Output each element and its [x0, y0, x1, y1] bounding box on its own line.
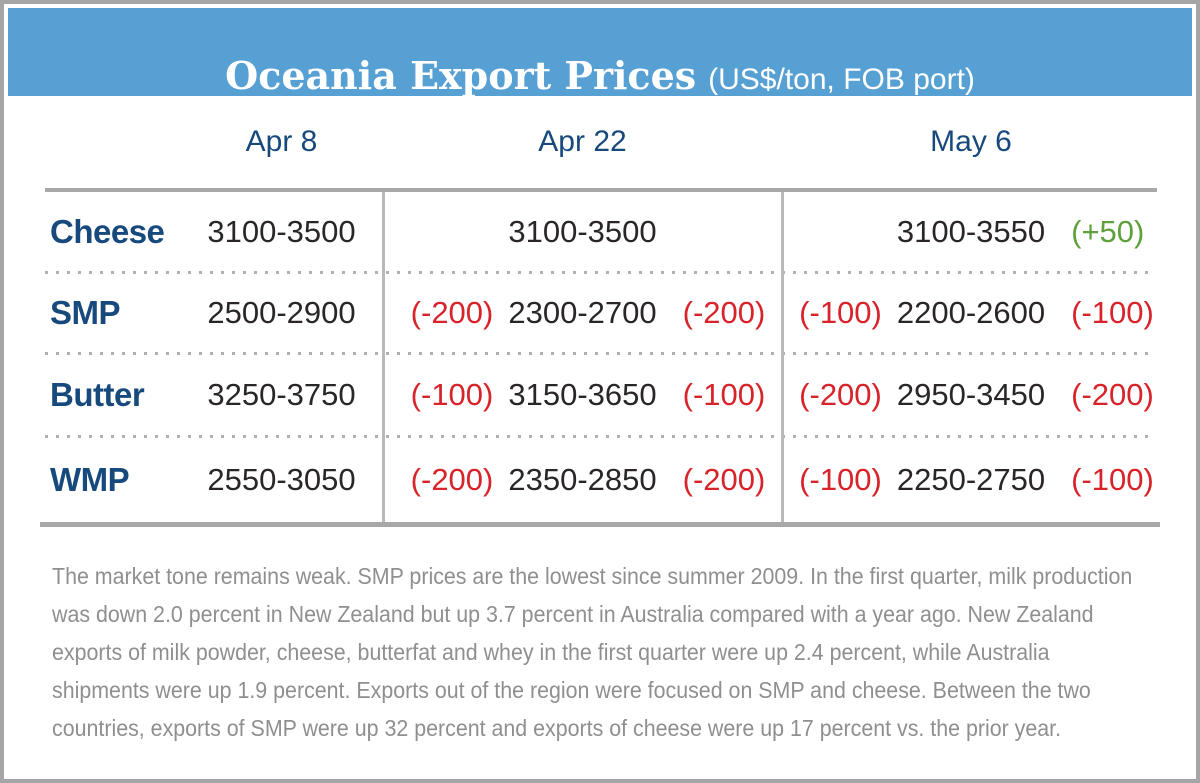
row-divider [45, 352, 1152, 355]
table-row: WMP 2550-3050 (-200) 2350-2850 (-200) (-… [40, 438, 1160, 522]
change-left: (-100) [410, 377, 494, 412]
change-right: (-100) [682, 377, 766, 412]
commentary-line: shipments were up 1.9 percent. Exports o… [52, 677, 1091, 703]
row-divider [45, 271, 1152, 274]
change-left: (-200) [410, 295, 494, 330]
table-row: Butter 3250-3750 (-100) 3150-3650 (-100)… [40, 355, 1160, 435]
change-right: (+50) [1071, 213, 1145, 249]
price-range: 2550-3050 [207, 462, 356, 497]
title-bar: Oceania Export Prices (US$/ton, FOB port… [8, 8, 1192, 98]
price-cell: (-200) 2950-3450 (-200) [782, 377, 1160, 413]
market-commentary: The market tone remains weak. SMP prices… [52, 557, 1192, 747]
row-label: SMP [50, 294, 121, 331]
price-range: 2200-2600 [896, 295, 1046, 330]
change-right: (-200) [1071, 377, 1154, 412]
table-header-row: Apr 8 Apr 22 May 6 [40, 96, 1160, 188]
row-divider [45, 435, 1152, 438]
commentary-line: The market tone remains weak. SMP prices… [52, 563, 1133, 589]
price-range: 3100-3500 [207, 213, 356, 249]
change-left: (-100) [799, 462, 882, 497]
price-range: 2350-2850 [508, 462, 657, 497]
commentary-line: exports of milk powder, cheese, butterfa… [52, 639, 1050, 665]
price-cell: 2500-2900 [180, 295, 383, 331]
price-cell: (-200) 2350-2850 (-200) [383, 462, 782, 498]
price-range: 3250-3750 [207, 377, 356, 412]
price-range: 3100-3550 [896, 213, 1046, 249]
price-cell: (-100) 3150-3650 (-100) [383, 377, 782, 413]
price-range: 2500-2900 [207, 295, 356, 330]
column-header-apr8: Apr 8 [245, 125, 318, 158]
change-right: (-100) [1071, 462, 1154, 497]
column-header-may6: May 6 [930, 125, 1012, 158]
column-divider [781, 192, 784, 522]
change-left: (-100) [799, 295, 882, 330]
row-label: WMP [50, 461, 130, 498]
table-row: SMP 2500-2900 (-200) 2300-2700 (-200) (-… [40, 274, 1160, 352]
title-group: Oceania Export Prices (US$/ton, FOB port… [225, 32, 975, 120]
commentary-line: was down 2.0 percent in New Zealand but … [52, 601, 1094, 627]
change-left: (-200) [410, 462, 494, 497]
change-left: (-200) [799, 377, 882, 412]
column-divider [382, 192, 385, 522]
table-body: Cheese 3100-3500 3100-3500 3100-3550 (+5… [40, 192, 1160, 522]
report-panel: Oceania Export Prices (US$/ton, FOB port… [8, 8, 1192, 747]
change-right: (-200) [682, 462, 766, 497]
price-range: 2950-3450 [896, 377, 1046, 412]
price-table: Apr 8 Apr 22 May 6 Cheese 3100-3500 3100… [40, 96, 1160, 527]
page-title: Oceania Export Prices [225, 53, 697, 98]
price-range: 3100-3500 [508, 213, 657, 249]
price-cell: (-200) 2300-2700 (-200) [383, 295, 782, 331]
bottom-rule [40, 522, 1160, 527]
price-range: 2250-2750 [896, 462, 1046, 497]
table-row: Cheese 3100-3500 3100-3500 3100-3550 (+5… [40, 192, 1160, 271]
page-subtitle: (US$/ton, FOB port) [708, 63, 975, 96]
price-cell: (-100) 2200-2600 (-100) [782, 295, 1160, 331]
price-cell: 3100-3500 [383, 214, 782, 250]
price-cell: 3250-3750 [180, 377, 383, 413]
column-header-apr22: Apr 22 [538, 125, 627, 158]
price-range: 3150-3650 [508, 377, 657, 412]
change-right: (-100) [1071, 295, 1154, 330]
price-range: 2300-2700 [508, 295, 657, 330]
price-cell: 3100-3500 [180, 214, 383, 250]
price-cell: 2550-3050 [180, 462, 383, 498]
change-right: (-200) [682, 295, 766, 330]
price-cell: 3100-3550 (+50) [782, 214, 1160, 250]
row-label: Cheese [50, 212, 165, 250]
commentary-line: countries, exports of SMP were up 32 per… [52, 715, 1062, 741]
price-cell: (-100) 2250-2750 (-100) [782, 462, 1160, 498]
row-label: Butter [50, 376, 145, 413]
header-rule [45, 188, 1157, 192]
